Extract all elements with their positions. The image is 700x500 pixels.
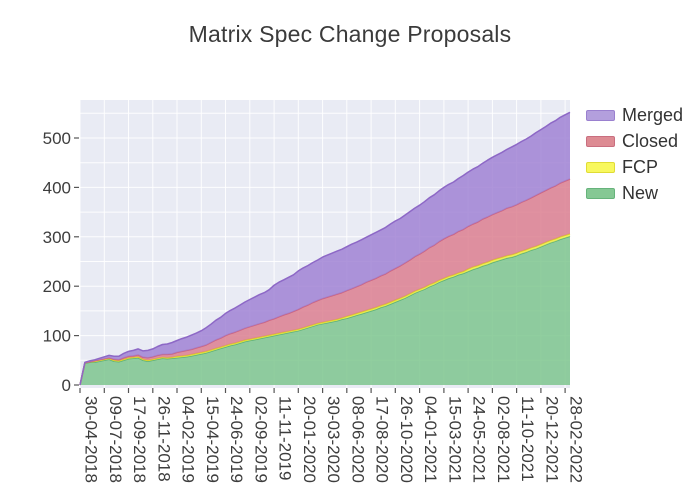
y-tick-label: 500 [43, 129, 71, 148]
y-tick-label: 300 [43, 228, 71, 247]
legend-item-closed: Closed [586, 132, 683, 151]
x-tick-label: 24-05-2021 [470, 396, 489, 483]
x-tick-label: 26-10-2020 [397, 396, 416, 483]
legend-label: Merged [622, 105, 684, 125]
y-tick-label: 100 [43, 327, 71, 346]
x-tick-label: 30-03-2020 [324, 396, 343, 483]
new-swatch-icon [586, 188, 615, 199]
x-tick-label: 15-03-2021 [445, 396, 464, 483]
y-tick-label: 200 [43, 277, 71, 296]
x-tick-label: 04-02-2019 [179, 396, 198, 483]
legend-item-merged: Merged [586, 106, 683, 125]
closed-swatch-icon [586, 136, 615, 147]
x-tick-label: 04-01-2021 [421, 396, 440, 483]
y-tick-label: 0 [62, 376, 71, 395]
legend: Merged Closed FCP New [586, 106, 683, 203]
x-tick-label: 20-01-2020 [300, 396, 319, 483]
legend-item-fcp: FCP [586, 158, 683, 177]
x-tick-label: 20-12-2021 [542, 396, 561, 483]
x-tick-label: 17-08-2020 [373, 396, 392, 483]
x-tick-label: 11-10-2021 [518, 396, 537, 482]
legend-item-new: New [586, 184, 683, 203]
x-tick-label: 24-06-2019 [227, 396, 246, 483]
line-merged [79, 111, 571, 386]
legend-label: FCP [622, 157, 658, 177]
y-tick-label: 400 [43, 178, 71, 197]
legend-label: New [622, 183, 659, 203]
area-new [80, 236, 570, 385]
chart-title: Matrix Spec Change Proposals [188, 21, 512, 47]
x-tick-label: 08-06-2020 [348, 396, 367, 483]
x-tick-label: 02-08-2021 [494, 396, 513, 483]
merged-swatch-icon [586, 110, 615, 121]
legend-label: Closed [622, 131, 679, 151]
x-tick-label: 28-02-2022 [567, 396, 586, 483]
x-tick-label: 26-11-2018 [154, 396, 173, 482]
x-tick-label: 17-09-2018 [130, 396, 149, 483]
x-tick-label: 09-07-2018 [106, 396, 125, 483]
x-tick-label: 30-04-2018 [82, 396, 101, 483]
x-tick-label: 15-04-2019 [203, 396, 222, 483]
fcp-swatch-icon [586, 162, 615, 173]
x-tick-label: 11-11-2019 [276, 396, 295, 480]
x-tick-label: 02-09-2019 [251, 396, 270, 483]
